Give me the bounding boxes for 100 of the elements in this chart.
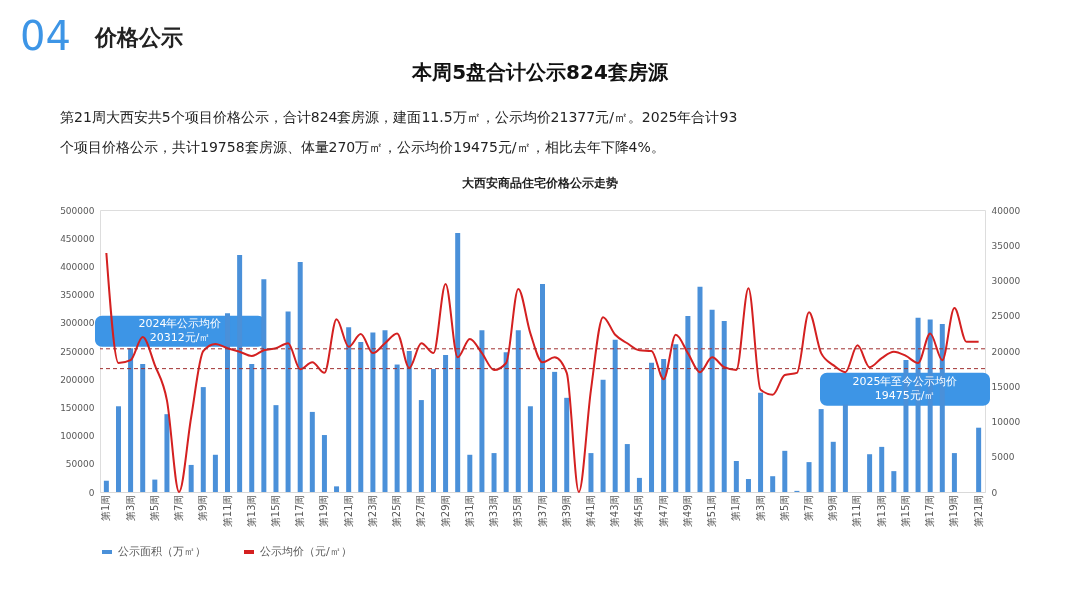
bar (467, 454, 473, 492)
x-tick-label: 第35周 (512, 494, 524, 528)
x-tick-label: 第23周 (366, 494, 378, 528)
bar (540, 283, 545, 492)
bar (273, 405, 279, 492)
chart-title: 大西安商品住宅价格公示走势 (462, 176, 618, 190)
bar (334, 486, 340, 492)
x-tick-label: 第41周 (584, 494, 596, 528)
line-series (105, 252, 980, 493)
x-tick-label: 第5周 (148, 494, 160, 521)
x-tick-label: 第15周 (899, 494, 911, 528)
y-tick-label: 350000 (60, 290, 95, 301)
bar (455, 233, 461, 492)
y-tick-label: 400000 (60, 261, 95, 272)
x-tick-label: 第11周 (221, 494, 233, 528)
y-tick-label: 450000 (60, 233, 95, 244)
x-tick-label: 第7周 (803, 494, 815, 521)
bar (976, 427, 982, 492)
y-tick-label: 150000 (60, 402, 95, 413)
y2-tick-label: 10000 (991, 417, 1021, 427)
bar (491, 453, 497, 492)
x-tick-label: 第3周 (754, 494, 766, 521)
bar (358, 341, 364, 492)
bar (600, 379, 606, 492)
bar (152, 479, 158, 492)
x-tick-label: 第25周 (391, 494, 403, 528)
bar (709, 309, 715, 492)
text: 04 (20, 13, 71, 59)
x-tick-label: 第37周 (536, 494, 548, 528)
x-tick-label: 第27周 (415, 494, 427, 528)
bar (406, 351, 412, 492)
bar (443, 354, 449, 492)
bar (612, 339, 618, 492)
bar (564, 397, 570, 492)
bar (479, 330, 485, 492)
y2-tick-label: 40000 (991, 205, 1021, 216)
ref-line-label: 2024年公示均价 20312元/㎡ (138, 317, 222, 345)
text: 本周5盘合计公示824套房源 (411, 60, 669, 84)
bar (758, 392, 764, 492)
x-tick-label: 第7周 (173, 494, 185, 521)
x-tick-label: 第43周 (609, 494, 621, 528)
bar (321, 435, 327, 492)
bar (818, 409, 824, 492)
bar (867, 454, 873, 492)
legend-label: 公示面积（万㎡） (118, 545, 206, 558)
bar (128, 348, 134, 492)
x-tick-label: 第9周 (827, 494, 839, 521)
bar (733, 460, 739, 492)
y-tick-label: 50000 (65, 459, 95, 470)
x-tick-label: 第29周 (439, 494, 451, 528)
x-tick-label: 第49周 (681, 494, 693, 528)
x-tick-label: 第19周 (318, 494, 330, 528)
x-tick-label: 第5周 (778, 494, 790, 521)
bar (685, 316, 691, 492)
y2-tick-label: 5000 (991, 452, 1015, 463)
bar (624, 444, 630, 492)
bar (527, 406, 533, 492)
bar (697, 286, 703, 492)
bar (636, 477, 642, 492)
x-tick-label: 第13周 (875, 494, 887, 528)
bar (346, 327, 352, 492)
x-tick-label: 第51周 (706, 494, 718, 528)
text: 价格公示 (94, 25, 183, 50)
bar (418, 400, 424, 492)
bar (164, 414, 170, 492)
bar (103, 480, 109, 492)
bar (188, 464, 194, 492)
bar (673, 344, 679, 492)
bar (951, 453, 957, 492)
bar (879, 446, 885, 492)
bar (515, 330, 521, 492)
bar (552, 371, 558, 492)
bar (140, 363, 146, 492)
bar (649, 362, 655, 492)
bar (842, 404, 848, 492)
y-tick-label: 0 (88, 487, 95, 498)
y2-tick-label: 30000 (991, 276, 1021, 286)
x-tick-label: 第17周 (924, 494, 936, 528)
x-tick-label: 第1周 (100, 494, 112, 521)
bar (806, 462, 812, 492)
bar (830, 441, 836, 492)
x-tick-label: 第11周 (851, 494, 863, 528)
y2-tick-label: 15000 (991, 381, 1021, 392)
x-tick-label: 第39周 (560, 494, 572, 528)
bar (249, 363, 255, 492)
x-tick-label: 第3周 (124, 494, 136, 521)
y-tick-label: 300000 (60, 318, 95, 329)
bar (261, 279, 267, 492)
x-tick-label: 第13周 (245, 494, 257, 528)
y-tick-label: 500000 (60, 205, 95, 216)
text: 第21周大西安共5个项目价格公示，合计824套房源，建面11.5万㎡，公示均价21377元/㎡。2025年合计93个项目价格公示，共计19758套房源、体量270万㎡，公示均价19475元/㎡，相比去年下降4%。 (60, 109, 738, 155)
x-tick-label: 第33周 (488, 494, 500, 528)
x-tick-label: 第1周 (730, 494, 742, 521)
bar (297, 261, 303, 492)
bar (115, 406, 121, 492)
ref-line-label: 2025年至今公示均价 19475元/㎡ (852, 375, 958, 403)
x-tick-label: 第21周 (972, 494, 984, 528)
bar (891, 471, 897, 492)
bar (309, 411, 315, 492)
bar (430, 369, 436, 492)
